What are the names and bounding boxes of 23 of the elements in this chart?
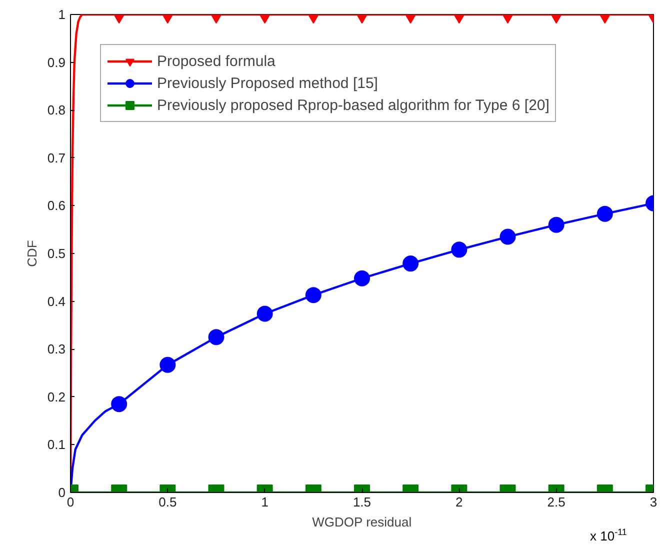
y-tick-label: 0.7 <box>47 150 66 166</box>
y-tick-label: 1 <box>58 7 66 22</box>
x-tick-label: 3 <box>650 494 658 510</box>
x-tick-label: 1.5 <box>352 494 372 510</box>
y-tick-label: 0.9 <box>47 54 66 70</box>
x-tick-label: 2.5 <box>547 494 566 510</box>
y-tick-label: 0 <box>58 485 66 500</box>
y-tick-label: 0.1 <box>47 437 66 452</box>
y-tick-label: 0.5 <box>47 246 66 261</box>
legend-label: Proposed formula <box>157 52 276 70</box>
legend-label: Previously proposed Rprop-based algorithm for Type 6 [20] <box>157 96 550 114</box>
text: x 10$^{-11}$ <box>590 526 627 546</box>
y-tick-label: 0.2 <box>47 389 66 404</box>
x-tick-label: 2 <box>456 494 463 510</box>
x-axis-title: WGDOP residual <box>312 514 412 530</box>
y-tick-label: 0.3 <box>47 342 66 357</box>
legend-label: Previously Proposed method [15] <box>157 74 378 92</box>
x-tick-label: 1 <box>261 494 268 510</box>
y-tick-label: 0.8 <box>47 102 66 118</box>
y-axis-title: CDF <box>24 240 40 267</box>
x-tick-label: 0.5 <box>158 494 177 510</box>
y-tick-label: 0.4 <box>47 294 66 309</box>
y-tick-label: 0.6 <box>47 198 66 214</box>
